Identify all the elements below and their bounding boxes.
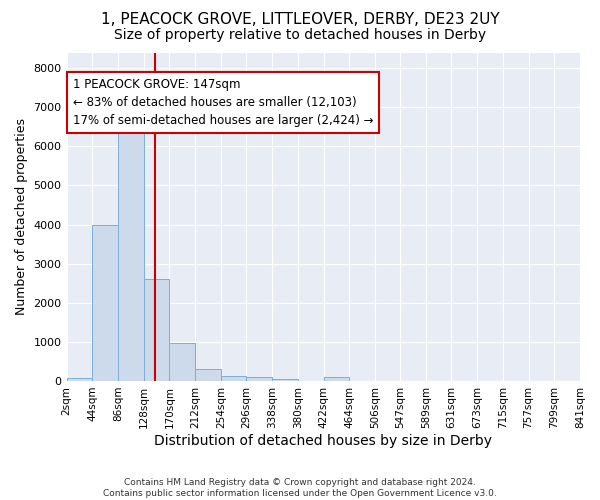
Text: Contains HM Land Registry data © Crown copyright and database right 2024.
Contai: Contains HM Land Registry data © Crown c…: [103, 478, 497, 498]
Bar: [169, 344, 195, 381]
Bar: [92, 226, 118, 381]
Bar: [272, 379, 298, 381]
Bar: [143, 278, 169, 381]
Text: 1, PEACOCK GROVE, LITTLEOVER, DERBY, DE23 2UY: 1, PEACOCK GROVE, LITTLEOVER, DERBY, DE2…: [101, 12, 499, 28]
Text: Size of property relative to detached houses in Derby: Size of property relative to detached ho…: [114, 28, 486, 42]
Bar: [67, 378, 92, 381]
Text: 1 PEACOCK GROVE: 147sqm
← 83% of detached houses are smaller (12,103)
17% of sem: 1 PEACOCK GROVE: 147sqm ← 83% of detache…: [73, 78, 373, 127]
Bar: [118, 124, 143, 381]
Y-axis label: Number of detached properties: Number of detached properties: [15, 118, 28, 315]
X-axis label: Distribution of detached houses by size in Derby: Distribution of detached houses by size …: [154, 434, 492, 448]
Bar: [221, 376, 247, 381]
Bar: [247, 377, 272, 381]
Bar: [195, 369, 221, 381]
Bar: [323, 377, 349, 381]
